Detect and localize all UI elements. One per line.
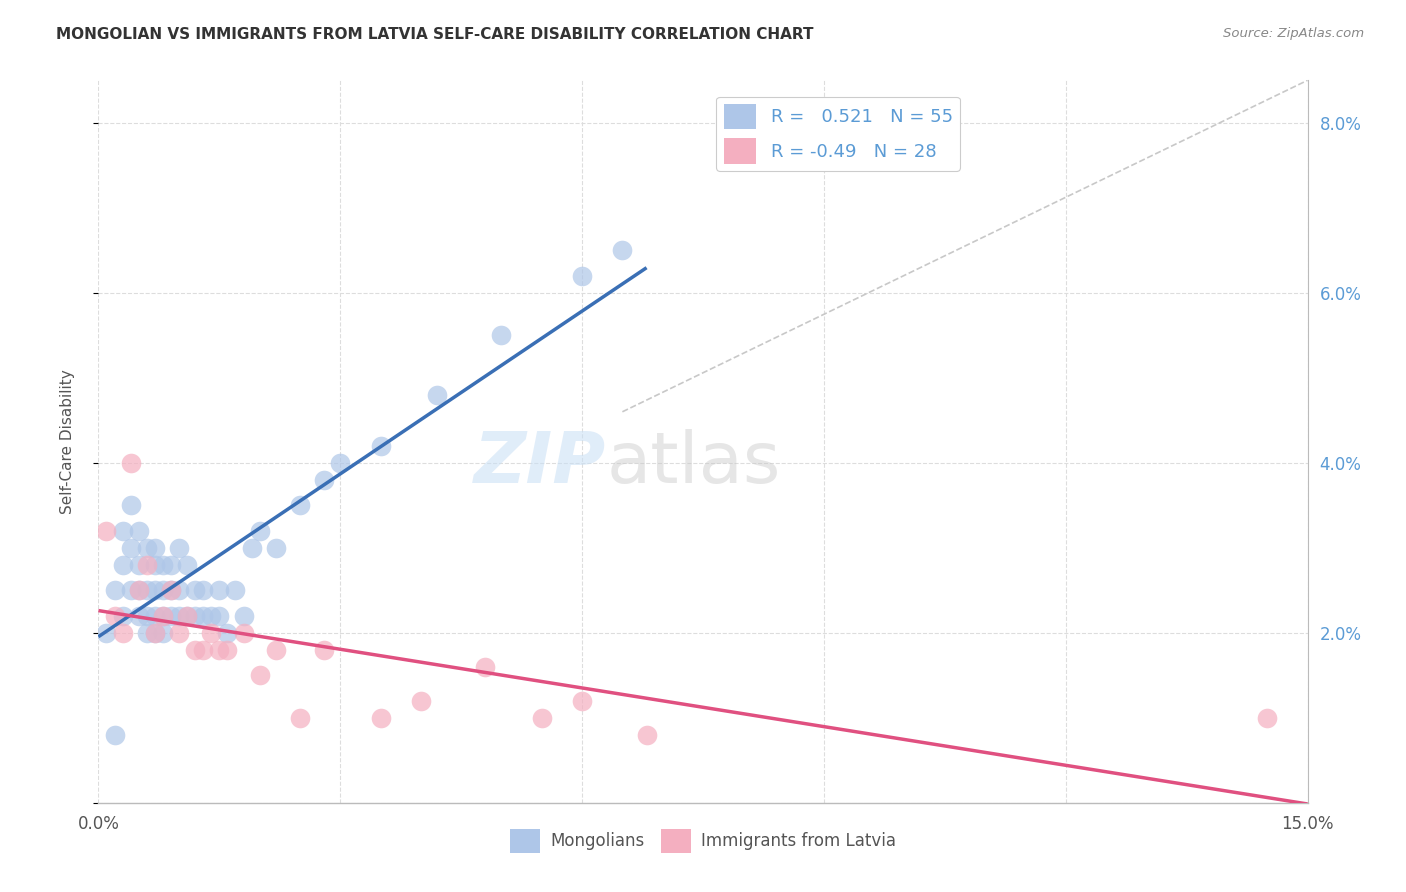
Point [103, 608, 125, 623]
Point [135, 558, 157, 572]
Point [370, 711, 392, 725]
Point [571, 694, 593, 708]
Point [143, 583, 166, 598]
Point [217, 642, 239, 657]
Point [128, 583, 150, 598]
Point [208, 642, 231, 657]
Point [143, 625, 166, 640]
Point [176, 558, 198, 572]
Point [128, 583, 150, 598]
Point [264, 541, 287, 555]
Point [111, 524, 134, 538]
Point [167, 625, 190, 640]
Point [1256, 711, 1278, 725]
Point [224, 583, 246, 598]
Point [200, 625, 222, 640]
Point [152, 608, 174, 623]
Point [96, 625, 118, 640]
Point [193, 608, 215, 623]
Point [120, 498, 142, 512]
Point [160, 583, 183, 598]
Point [232, 625, 254, 640]
Point [135, 583, 157, 598]
Point [636, 728, 658, 742]
Text: ZIP: ZIP [474, 429, 606, 498]
Point [288, 498, 311, 512]
Point [200, 608, 222, 623]
Point [143, 558, 166, 572]
Point [143, 625, 166, 640]
Point [167, 608, 190, 623]
Point [160, 583, 183, 598]
Point [370, 439, 392, 453]
Point [152, 583, 174, 598]
Point [474, 660, 496, 674]
Point [111, 608, 134, 623]
Point [314, 473, 336, 487]
Text: MONGOLIAN VS IMMIGRANTS FROM LATVIA SELF-CARE DISABILITY CORRELATION CHART: MONGOLIAN VS IMMIGRANTS FROM LATVIA SELF… [56, 27, 814, 42]
Point [152, 625, 174, 640]
Point [314, 642, 336, 657]
Point [193, 642, 215, 657]
Point [217, 625, 239, 640]
Point [491, 328, 513, 343]
Legend: Mongolians, Immigrants from Latvia: Mongolians, Immigrants from Latvia [503, 822, 903, 860]
Point [167, 583, 190, 598]
Point [176, 608, 198, 623]
Point [240, 541, 263, 555]
Point [160, 608, 183, 623]
Point [167, 541, 190, 555]
Point [120, 583, 142, 598]
Point [571, 268, 593, 283]
Point [160, 558, 183, 572]
Point [232, 608, 254, 623]
Point [135, 541, 157, 555]
Point [152, 608, 174, 623]
Point [143, 541, 166, 555]
Point [96, 524, 118, 538]
Point [103, 583, 125, 598]
Text: Source: ZipAtlas.com: Source: ZipAtlas.com [1223, 27, 1364, 40]
Point [193, 583, 215, 598]
Text: atlas: atlas [606, 429, 780, 498]
Point [249, 668, 271, 682]
Point [426, 388, 449, 402]
Point [184, 583, 207, 598]
Point [135, 625, 157, 640]
Point [128, 608, 150, 623]
Point [612, 244, 634, 258]
Point [103, 728, 125, 742]
Y-axis label: Self-Care Disability: Self-Care Disability [60, 369, 75, 514]
Point [143, 608, 166, 623]
Point [184, 608, 207, 623]
Point [111, 625, 134, 640]
Point [135, 608, 157, 623]
Point [530, 711, 553, 725]
Point [409, 694, 432, 708]
Point [288, 711, 311, 725]
Point [208, 608, 231, 623]
Point [208, 583, 231, 598]
Point [128, 558, 150, 572]
Point [152, 558, 174, 572]
Point [111, 558, 134, 572]
Point [184, 642, 207, 657]
Point [329, 456, 352, 470]
Point [120, 456, 142, 470]
Point [176, 608, 198, 623]
Point [120, 541, 142, 555]
Point [249, 524, 271, 538]
Point [128, 524, 150, 538]
Point [264, 642, 287, 657]
